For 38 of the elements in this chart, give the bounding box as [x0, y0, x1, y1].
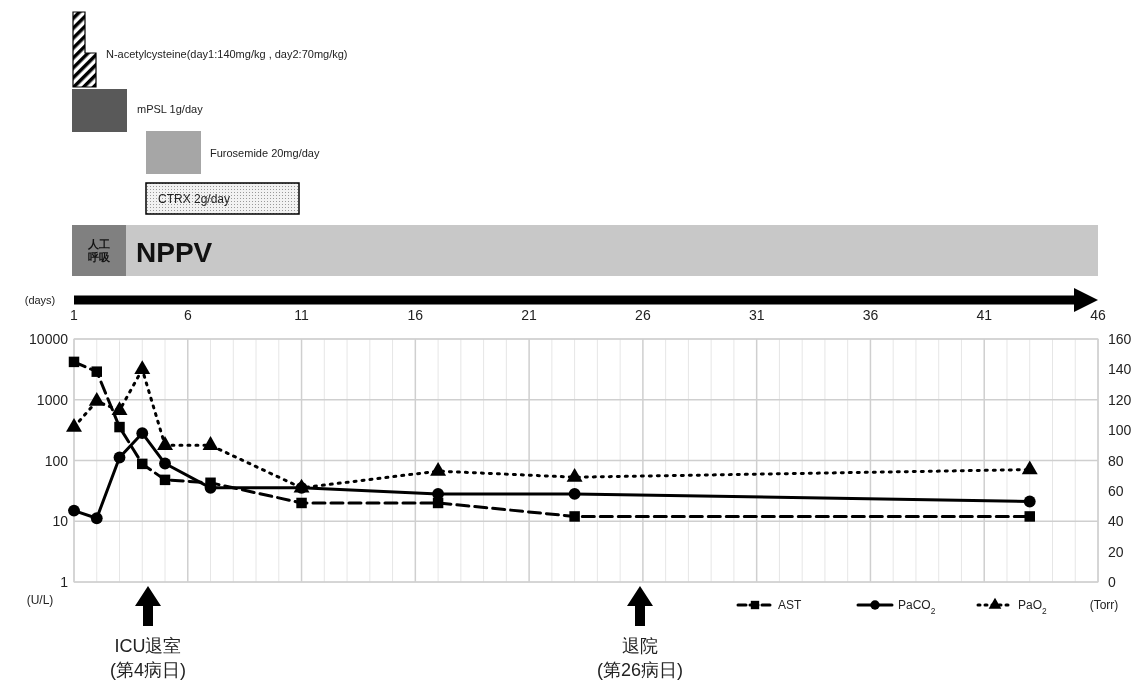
text: NPPV — [136, 237, 213, 268]
y2-tick-label: 80 — [1108, 452, 1124, 469]
x-tick-label: 16 — [407, 307, 424, 323]
x-tick-label: 26 — [635, 307, 651, 323]
y2-tick-label: 140 — [1108, 361, 1132, 378]
legend-label: AST — [778, 598, 803, 612]
x-tick-label: 1 — [70, 307, 79, 323]
x-tick-label: 6 — [183, 307, 192, 323]
y-tick-label: 1 — [60, 574, 69, 590]
text: CTRX 2g/day — [158, 192, 231, 206]
legend-label: PaO$_{2}$ — [1018, 598, 1048, 616]
x-tick-label: 21 — [521, 307, 538, 323]
y2-tick-label: 120 — [1108, 391, 1132, 408]
text: N-acetylcysteine(day1:140mg/kg , day2:70mg/kg) — [106, 48, 348, 60]
y-tick-label: 1000 — [36, 391, 69, 408]
text: ICU退室 (第4病日) — [110, 636, 186, 680]
y2-tick-label: 0 — [1108, 574, 1116, 590]
y2-tick-label: 160 — [1108, 331, 1132, 347]
y-tick-label: 10 — [52, 513, 69, 530]
x-tick-label: 36 — [862, 307, 879, 323]
x-tick-label: 31 — [748, 307, 765, 323]
x-tick-label: 41 — [976, 307, 993, 323]
y-axis-title: (U/L) — [26, 593, 54, 607]
text: Furosemide 20mg/day — [210, 147, 320, 159]
y-tick-label: 100 — [44, 452, 69, 469]
y2-tick-label: 60 — [1108, 482, 1124, 499]
text: 人工呼吸 — [87, 238, 111, 263]
y2-tick-label: 40 — [1108, 513, 1124, 530]
y-tick-label: 10000 — [29, 331, 69, 347]
text: mPSL 1g/day — [137, 103, 204, 115]
x-tick-label: 11 — [294, 307, 310, 323]
y2-tick-label: 20 — [1108, 543, 1124, 560]
x-tick-label: 46 — [1090, 307, 1106, 323]
y2-tick-label: 100 — [1108, 422, 1132, 439]
x-axis-title: (days) — [24, 294, 56, 306]
y2-axis-title: (Torr) — [1089, 598, 1119, 612]
legend-label: PaCO$_{2}$ — [898, 598, 936, 616]
text: 退院 (第26病日) — [596, 636, 684, 680]
